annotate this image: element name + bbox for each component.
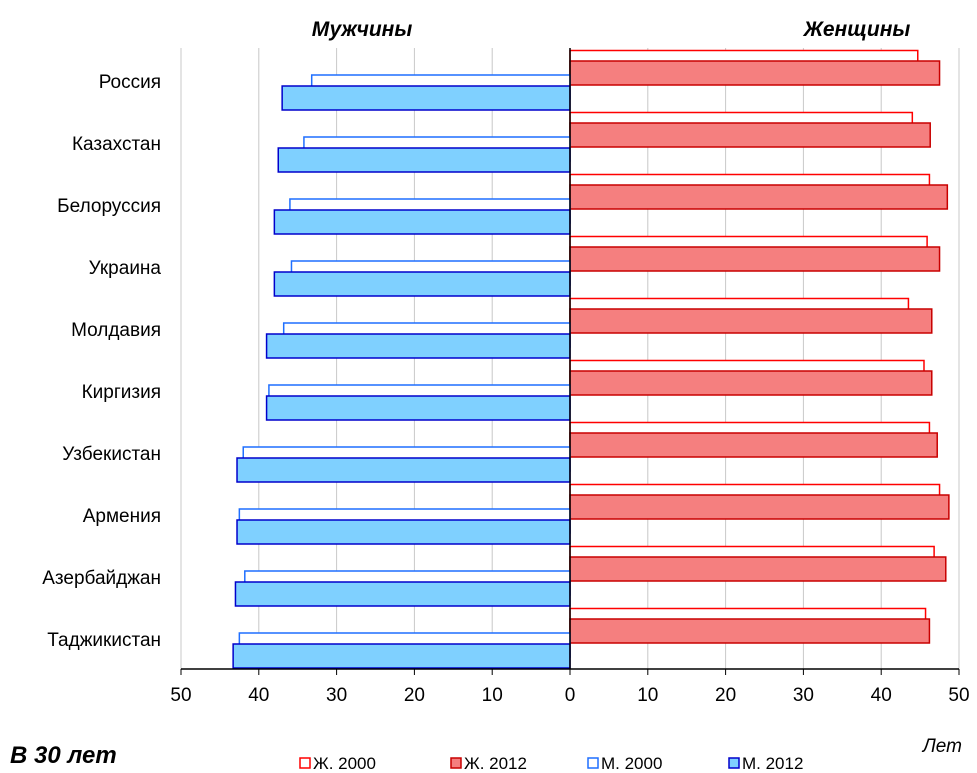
x-tick-label: 40 [248,685,269,706]
axis-unit-label: Лет [921,736,962,757]
category-label: Таджикистан [47,630,161,651]
x-tick-label: 20 [404,685,425,706]
legend-item: Ж. 2012 [450,754,527,773]
x-tick-label: 30 [793,685,814,706]
bar-female-2012 [569,246,941,272]
bar-female-2012 [569,494,950,520]
bar-female-2012 [569,432,938,458]
bar-male-2012 [273,209,571,235]
bar-female-2012 [569,184,949,210]
bar-female-2012 [569,308,933,334]
bar-male-2012 [236,457,571,483]
legend-label: Ж. 2012 [464,754,527,773]
category-label: Молдавия [71,320,161,341]
bar-male-2012 [273,271,571,297]
x-tick-label: 0 [565,685,576,706]
category-labels: Россия Казахстан Белоруссия Украина Молдавия… [42,72,161,651]
category-label: Россия [99,72,161,93]
category-label: Узбекистан [62,444,161,465]
chart-caption: В 30 лет [10,742,117,769]
x-tick-label: 30 [326,685,347,706]
bar-female-2012 [569,122,931,148]
category-label: Армения [83,506,161,527]
bar-female-2012 [569,370,933,396]
legend-label: Ж. 2000 [313,754,376,773]
legend-item: Ж. 2000 [299,754,376,773]
bar-male-2012 [265,333,571,359]
legend-item: М. 2012 [728,754,803,773]
female-header: Женщины [803,18,911,41]
bar-female-2012 [569,618,931,644]
bars [232,49,950,669]
legend-item: М. 2000 [587,754,662,773]
x-tick-label: 10 [482,685,503,706]
bar-male-2012 [265,395,571,421]
bar-male-2012 [232,643,571,669]
category-label: Азербайджан [42,568,161,589]
bar-female-2012 [569,556,947,582]
legend-swatch [450,757,462,769]
legend-swatch [299,757,311,769]
bar-male-2012 [236,519,571,545]
x-tick-label: 20 [715,685,736,706]
tick-labels: 50 40 30 20 10 0 10 20 30 40 50 [170,685,969,706]
category-label: Украина [89,258,162,279]
x-tick-label: 40 [871,685,892,706]
legend-swatch [587,757,599,769]
x-tick-label: 50 [948,685,969,706]
bar-male-2012 [281,85,571,111]
x-tick-label: 50 [170,685,191,706]
x-tick-label: 10 [637,685,658,706]
axes [180,48,960,675]
bar-male-2012 [234,581,571,607]
legend: Ж. 2000 Ж. 2012 М. 2000 М. 2012 [299,754,803,773]
category-label: Казахстан [72,134,161,155]
legend-swatch [728,757,740,769]
legend-label: М. 2000 [601,754,662,773]
bar-male-2012 [277,147,571,173]
legend-label: М. 2012 [742,754,803,773]
category-label: Киргизия [82,382,161,403]
male-header: Мужчины [312,18,413,41]
bar-female-2012 [569,60,941,86]
category-label: Белоруссия [57,196,161,217]
